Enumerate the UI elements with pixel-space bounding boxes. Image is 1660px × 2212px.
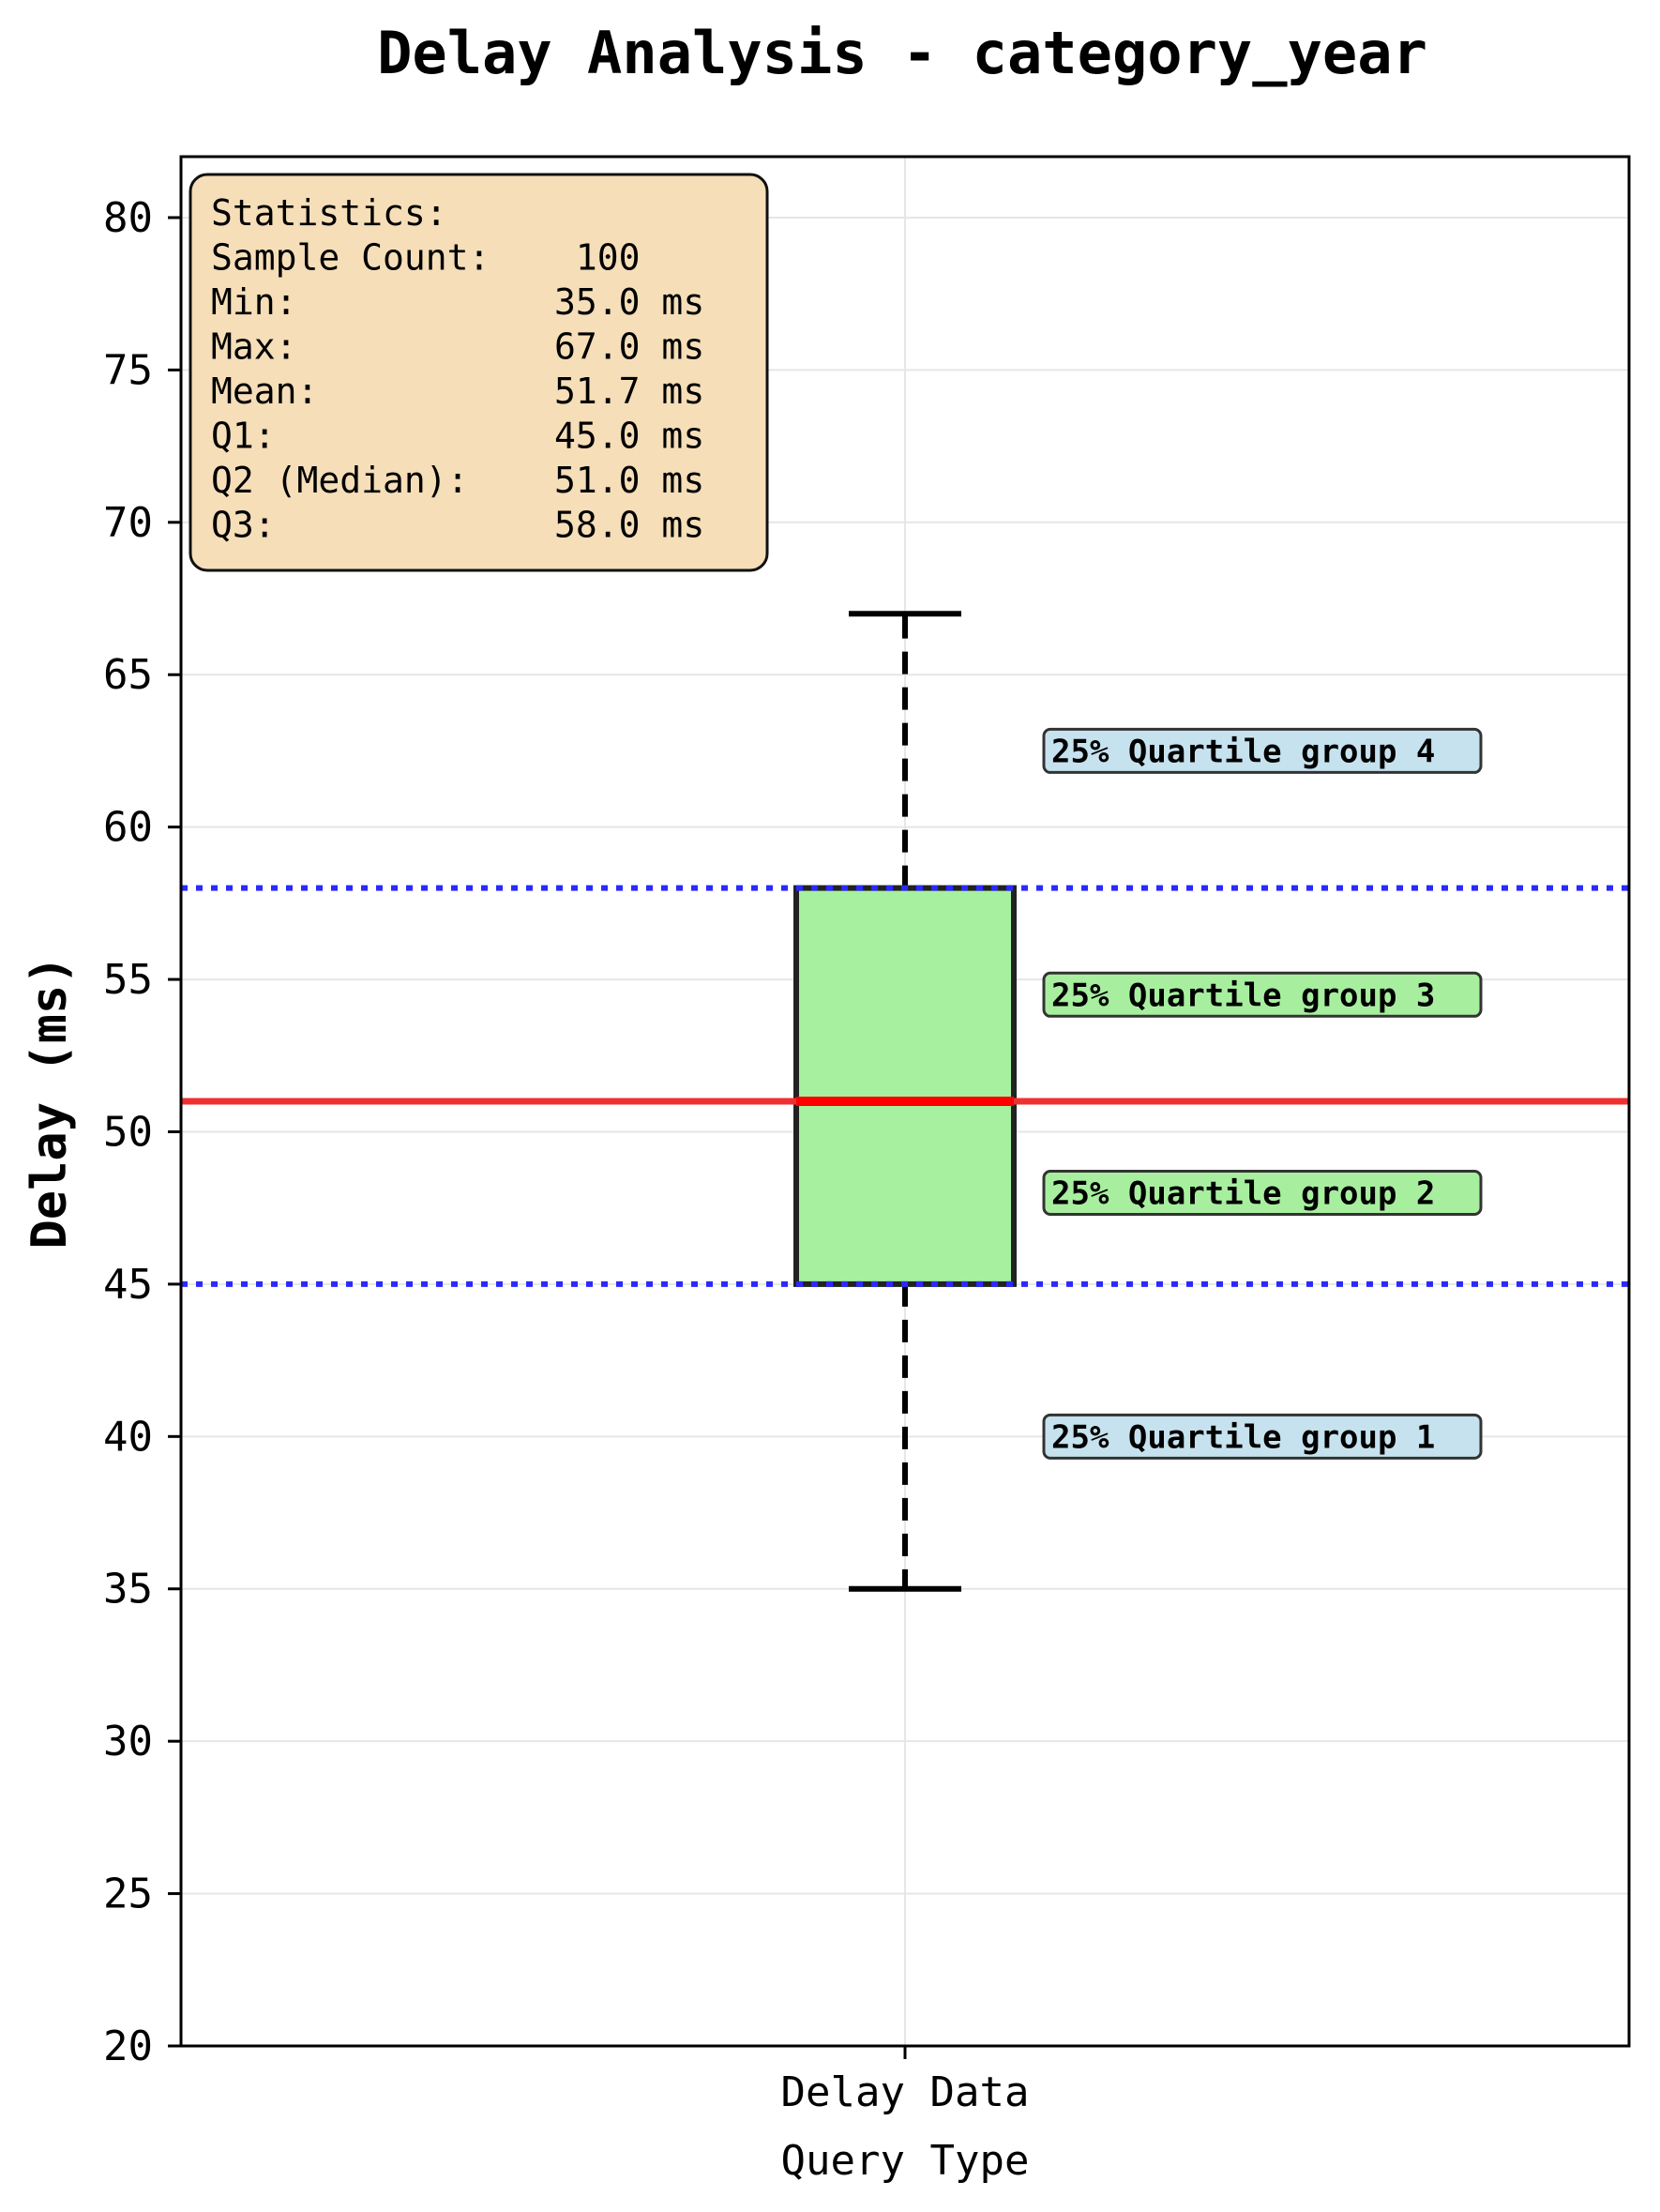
statistics-line: Max: 67.0 ms — [211, 326, 704, 368]
quartile-label-box — [1042, 971, 1483, 1018]
y-tick-label: 45 — [103, 1261, 153, 1309]
statistics-line: Min: 35.0 ms — [211, 281, 704, 323]
y-tick-label: 20 — [103, 2023, 153, 2070]
y-tick-label: 25 — [103, 1871, 153, 1918]
plot-area: 25% Quartile group 4 25% Quartile group 3… — [103, 155, 1631, 2116]
statistics-line: Sample Count: 100 — [211, 237, 641, 279]
quartile-label: 25% Quartile group 4 — [1051, 733, 1435, 770]
y-tick-label: 40 — [103, 1413, 153, 1461]
y-tick-label: 80 — [103, 194, 153, 242]
iqr-box — [793, 885, 1017, 1287]
y-tick-label: 60 — [103, 804, 153, 852]
y-tick-label: 30 — [103, 1718, 153, 1765]
y-tick-label: 70 — [103, 499, 153, 547]
quartile-label-box — [1042, 1413, 1483, 1460]
statistics-line: Mean: 51.7 ms — [211, 371, 704, 412]
statistics-line: Q1: 45.0 ms — [211, 416, 704, 457]
y-tick-label: 55 — [103, 956, 153, 1004]
y-tick-label: 50 — [103, 1108, 153, 1156]
y-axis-label: Delay (ms) — [22, 955, 78, 1249]
y-tick-label: 35 — [103, 1566, 153, 1614]
quartile-label-box — [1042, 1169, 1483, 1216]
y-tick-label: 75 — [103, 346, 153, 394]
quartile-label-box — [1042, 727, 1483, 774]
quartile-label: 25% Quartile group 2 — [1051, 1174, 1435, 1212]
statistics-line: Q2 (Median): 51.0 ms — [211, 460, 704, 501]
quartile-label: 25% Quartile group 1 — [1051, 1418, 1435, 1456]
statistics-box — [189, 173, 769, 572]
statistics-line: Q3: 58.0 ms — [211, 505, 704, 546]
quartile-label: 25% Quartile group 3 — [1051, 977, 1435, 1014]
x-tick-label: Delay Data — [781, 2068, 1030, 2116]
chart-title: Delay Analysis - category_year — [377, 19, 1427, 87]
x-axis-label: Query Type — [781, 2137, 1030, 2185]
statistics-line: Statistics: — [211, 192, 447, 234]
y-tick-label: 65 — [103, 651, 153, 699]
